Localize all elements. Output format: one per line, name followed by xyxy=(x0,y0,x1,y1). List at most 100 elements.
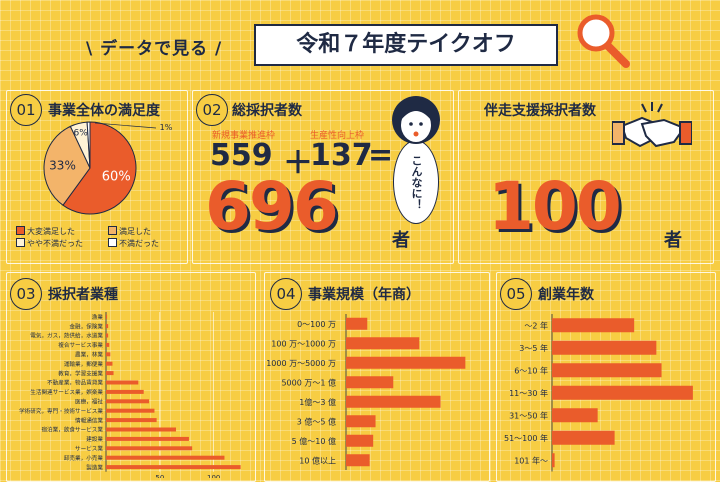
legend-swatch xyxy=(16,238,25,247)
panel-title: 創業年数 xyxy=(538,287,594,303)
x-tick-label: 100 xyxy=(207,474,220,478)
pie-slice-3 xyxy=(86,121,91,169)
bar xyxy=(106,418,157,423)
bar xyxy=(552,453,555,468)
bar xyxy=(346,317,368,330)
legend-swatch xyxy=(108,238,117,247)
panel-number: 03 xyxy=(10,278,42,310)
bar xyxy=(106,352,111,357)
value-productivity: 137 xyxy=(310,138,373,173)
equals-sign: = xyxy=(368,138,394,173)
bar xyxy=(106,371,114,376)
bar xyxy=(346,337,420,350)
revenue-bar-chart: 0〜100 万 100 万〜1000 万 1000 万〜5000 万 5000 万〜1… xyxy=(266,314,466,470)
pie-label-2: 6% xyxy=(73,128,88,138)
industry-bar-chart: 50 100 漁業金融，保険業電気，ガス，熱供給，水道業複合サービス事業農業，林業運… xyxy=(19,312,241,478)
category-label: 31〜50 年 xyxy=(509,410,548,420)
category-label: 5000 万〜1 億 xyxy=(281,377,336,387)
panel-total-adopted xyxy=(192,90,454,264)
pie-slice-1 xyxy=(43,125,91,206)
pie-legend-item: 不満だった xyxy=(108,238,159,249)
panel-number: 02 xyxy=(196,94,228,126)
pie-slice-0 xyxy=(62,121,137,215)
total-unit: 者 xyxy=(392,230,410,251)
bar xyxy=(106,333,109,338)
pie-legend-item: 満足した xyxy=(108,226,151,237)
category-label: 学術研究，専門・技術サービス業 xyxy=(19,407,103,415)
category-label: 〜2 年 xyxy=(524,320,548,330)
category-label: 宿泊業，飲食サービス業 xyxy=(41,426,103,434)
category-label: 漁業 xyxy=(92,313,104,321)
category-label: 農業，林業 xyxy=(75,351,103,359)
speech-bubble: こんなに！ xyxy=(393,140,439,224)
category-label: 3〜5 年 xyxy=(519,343,548,353)
bar xyxy=(552,340,657,355)
panel-title: 総採択者数 xyxy=(232,103,302,119)
category-label: 101 年〜 xyxy=(514,455,548,465)
panel-number: 01 xyxy=(10,94,42,126)
legend-label: 満足した xyxy=(119,227,151,236)
bar xyxy=(106,342,110,347)
legend-swatch xyxy=(16,226,25,235)
panel-satisfaction xyxy=(6,90,188,264)
category-label: 51〜100 年 xyxy=(504,433,548,443)
pie-label-1: 33% xyxy=(49,158,76,172)
bar xyxy=(106,399,150,404)
support-adopted-value: 100 xyxy=(488,168,622,245)
bar xyxy=(106,314,108,319)
category-label: 6〜10 年 xyxy=(514,365,548,375)
satisfaction-pie-chart: 60% 33% 6% 1% xyxy=(43,121,173,215)
bar xyxy=(106,446,193,451)
bar xyxy=(346,434,374,447)
category-label: 教育，学習支援業 xyxy=(58,369,103,377)
category-label: 医療，福祉 xyxy=(75,398,103,406)
bar xyxy=(552,430,615,445)
category-label: 10 億以上 xyxy=(299,455,336,465)
value-new-business: 559 xyxy=(210,138,273,173)
bar xyxy=(106,455,225,460)
pie-label-3: 1% xyxy=(160,123,173,132)
total-adopted-value: 696 xyxy=(205,168,339,245)
bar xyxy=(106,389,144,394)
category-label: 金融，保険業 xyxy=(69,322,103,330)
category-label: 0〜100 万 xyxy=(297,320,336,329)
bar xyxy=(106,380,139,385)
legend-label: やや不満だった xyxy=(27,239,83,248)
category-label: 1000 万〜5000 万 xyxy=(266,359,336,368)
bar xyxy=(552,363,662,378)
category-label: 情報通信業 xyxy=(75,416,103,424)
bar xyxy=(346,415,376,428)
bar xyxy=(552,385,693,400)
bar xyxy=(346,454,370,467)
category-label: 複合サービス事業 xyxy=(58,341,103,349)
panel-number: 05 xyxy=(500,278,532,310)
label-productivity: 生産性向上枠 xyxy=(310,131,365,141)
bar xyxy=(346,376,394,389)
legend-swatch xyxy=(108,226,117,235)
bar xyxy=(106,436,189,441)
panel-number: 04 xyxy=(270,278,302,310)
category-label: サービス業 xyxy=(75,445,103,453)
bar xyxy=(106,408,155,413)
bar xyxy=(552,408,598,423)
panel-title: 事業規模（年商） xyxy=(308,287,420,303)
header-subtitle: \ データで見る / xyxy=(86,39,223,59)
category-label: 電気，ガス，熱供給，水道業 xyxy=(30,332,103,340)
magnifier-icon xyxy=(577,14,630,68)
handshake-icon xyxy=(612,102,692,148)
bar xyxy=(106,427,176,432)
bar xyxy=(106,465,241,470)
pie-legend: 大変満足した 満足した やや不満だった 不満だった xyxy=(16,226,184,254)
category-label: 不動産業，物品賃貸業 xyxy=(47,379,103,387)
bar xyxy=(552,318,635,333)
page-title: 令和７年度テイクオフ xyxy=(254,24,558,66)
panel-title: 伴走支援採択者数 xyxy=(484,103,596,119)
bar xyxy=(346,356,466,369)
pie-leader-line xyxy=(94,122,157,129)
category-label: 建設業 xyxy=(86,435,103,443)
plus-sign: ＋ xyxy=(283,146,313,181)
bar xyxy=(346,395,441,408)
panel-title: 事業全体の満足度 xyxy=(48,103,160,119)
support-unit: 者 xyxy=(664,230,682,251)
pie-label-0: 60% xyxy=(102,170,131,185)
